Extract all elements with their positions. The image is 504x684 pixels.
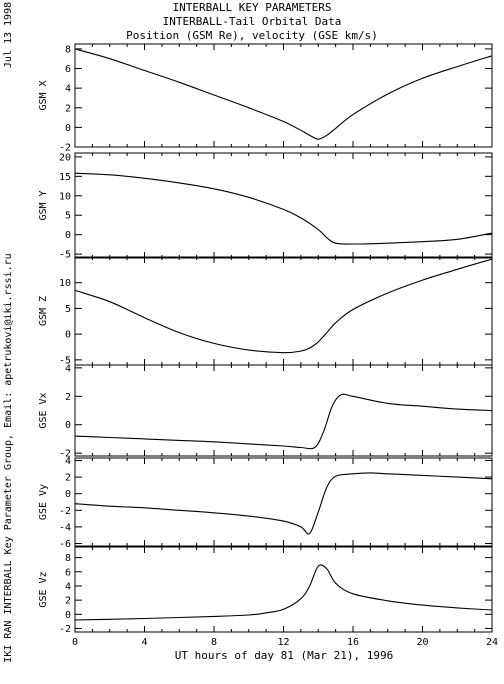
- x-axis-label: UT hours of day 81 (Mar 21), 1996: [175, 649, 394, 662]
- y-tick-label: 10: [59, 191, 71, 202]
- y-tick-label: 4: [65, 84, 71, 95]
- y-tick-label: -2: [59, 143, 71, 154]
- y-axis-label: GSE Vz: [38, 571, 49, 607]
- panel-frame: [74, 546, 493, 633]
- y-tick-label: 2: [65, 392, 71, 403]
- y-tick-label: 15: [59, 172, 71, 183]
- y-tick-label: 6: [65, 64, 71, 75]
- y-axis-label: GSE Vy: [38, 484, 49, 520]
- panel-2: -5 0 5 10 15 20 GSM Y: [38, 152, 493, 261]
- y-tick-label: 2: [65, 103, 71, 114]
- panel-frame: [74, 256, 493, 366]
- y-tick-label: 0: [65, 330, 71, 341]
- chart-title-line-1: INTERBALL KEY PARAMETERS: [173, 1, 332, 14]
- panel-frame: [74, 364, 493, 457]
- y-tick-label: 8: [65, 553, 71, 564]
- y-tick-label: -5: [59, 355, 71, 366]
- x-tick-label: 8: [211, 637, 217, 648]
- y-axis-label: GSE Vx: [38, 392, 49, 428]
- panel-6: -2 0 2 4 6 8 GSE Vz: [38, 546, 493, 635]
- y-axis-label: GSM Z: [38, 296, 49, 326]
- y-axis-label: GSM Y: [38, 190, 49, 220]
- y-tick-label: 2: [65, 596, 71, 607]
- chart-title-line-3: Position (GSM Re), velocity (GSE km/s): [126, 29, 378, 42]
- panel-3: -5 0 5 10 GSM Z: [38, 256, 493, 366]
- y-tick-label: 0: [65, 230, 71, 241]
- x-tick-label: 0: [72, 637, 78, 648]
- series-line-gsm-y: [74, 172, 493, 245]
- x-tick-label: 12: [277, 637, 289, 648]
- y-tick-label: 20: [59, 152, 71, 163]
- y-tick-label: -5: [59, 250, 71, 261]
- date-label: Jul 13 1998: [3, 2, 14, 68]
- y-tick-label: -4: [59, 522, 71, 533]
- panel-frame: [74, 152, 493, 259]
- y-tick-label: -2: [59, 506, 71, 517]
- y-tick-label: 4: [65, 456, 71, 467]
- series-line-gse-vz: [74, 564, 493, 621]
- y-tick-label: -2: [59, 624, 71, 635]
- y-tick-label: 5: [65, 304, 71, 315]
- y-tick-label: 6: [65, 567, 71, 578]
- x-tick-label: 20: [416, 637, 428, 648]
- panel-5: -6 -4 -2 0 2 4 GSE Vy: [38, 456, 493, 550]
- x-tick-label: 4: [141, 637, 147, 648]
- y-tick-label: 8: [65, 44, 71, 55]
- y-tick-label: 0: [65, 489, 71, 500]
- y-tick-label: -6: [59, 539, 71, 550]
- y-tick-label: 4: [65, 581, 71, 592]
- panel-frame: [74, 43, 493, 148]
- panel-frame: [74, 457, 493, 547]
- y-tick-label: -2: [59, 449, 71, 460]
- series-line-gse-vy: [74, 472, 493, 535]
- chart-title-line-2: INTERBALL-Tail Orbital Data: [163, 15, 342, 28]
- y-tick-label: 0: [65, 610, 71, 621]
- y-tick-label: 4: [65, 363, 71, 374]
- y-tick-label: 10: [59, 278, 71, 289]
- panel-4: -2 0 2 4 GSE Vx: [38, 363, 493, 460]
- series-line-gsm-z: [74, 258, 493, 354]
- y-tick-label: 0: [65, 123, 71, 134]
- y-tick-label: 0: [65, 420, 71, 431]
- series-line-gsm-x: [74, 48, 493, 140]
- y-tick-label: 5: [65, 211, 71, 222]
- panel-1: -2 0 2 4 6 8 GSM X: [38, 43, 493, 154]
- x-tick-label: 16: [347, 637, 359, 648]
- y-tick-label: 2: [65, 473, 71, 484]
- x-tick-label: 24: [486, 637, 498, 648]
- side-credit: IKI RAN INTERBALL Key Parameter Group, E…: [3, 253, 14, 662]
- series-line-gse-vx: [74, 393, 493, 450]
- y-axis-label: GSM X: [38, 80, 49, 110]
